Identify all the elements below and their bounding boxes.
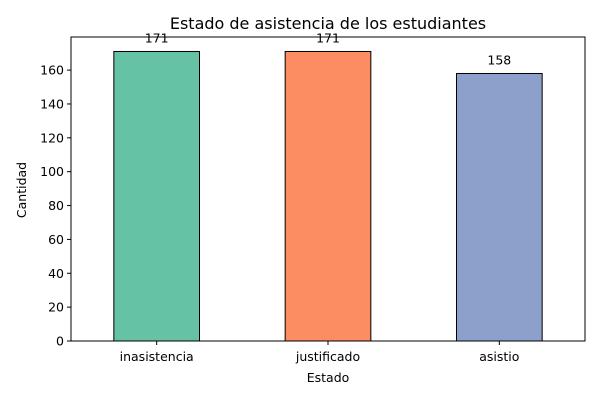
y-axis-label: Cantidad bbox=[14, 162, 29, 218]
bar-asistio bbox=[456, 72, 543, 342]
y-tick-label: 160 bbox=[40, 63, 64, 78]
y-tick-label: 60 bbox=[48, 232, 64, 247]
x-tick-label-inasistencia: inasistencia bbox=[120, 349, 194, 364]
y-tick-label: 140 bbox=[40, 96, 64, 111]
y-tick-label: 80 bbox=[48, 198, 64, 213]
bar-inasistencia bbox=[113, 50, 200, 342]
bar-justificado bbox=[284, 50, 372, 342]
y-tick-label: 100 bbox=[40, 164, 64, 179]
data-label-inasistencia: 171 bbox=[145, 30, 169, 45]
chart-title: Estado de asistencia de los estudiantes bbox=[170, 14, 486, 33]
data-label-asistio: 158 bbox=[487, 52, 511, 67]
y-tick-label: 120 bbox=[40, 130, 64, 145]
x-tick-label-justificado: justificado bbox=[295, 349, 360, 364]
plot-area: 0 20 40 60 80 100 120 140 160 inasistencia justifi… bbox=[40, 30, 586, 364]
x-tick-label-asistio: asistio bbox=[479, 349, 519, 364]
y-tick-label: 0 bbox=[56, 334, 64, 349]
data-label-justificado: 171 bbox=[316, 30, 340, 45]
y-tick-label: 20 bbox=[48, 300, 64, 315]
x-axis-label: Estado bbox=[307, 370, 350, 385]
y-tick-label: 40 bbox=[48, 266, 64, 281]
